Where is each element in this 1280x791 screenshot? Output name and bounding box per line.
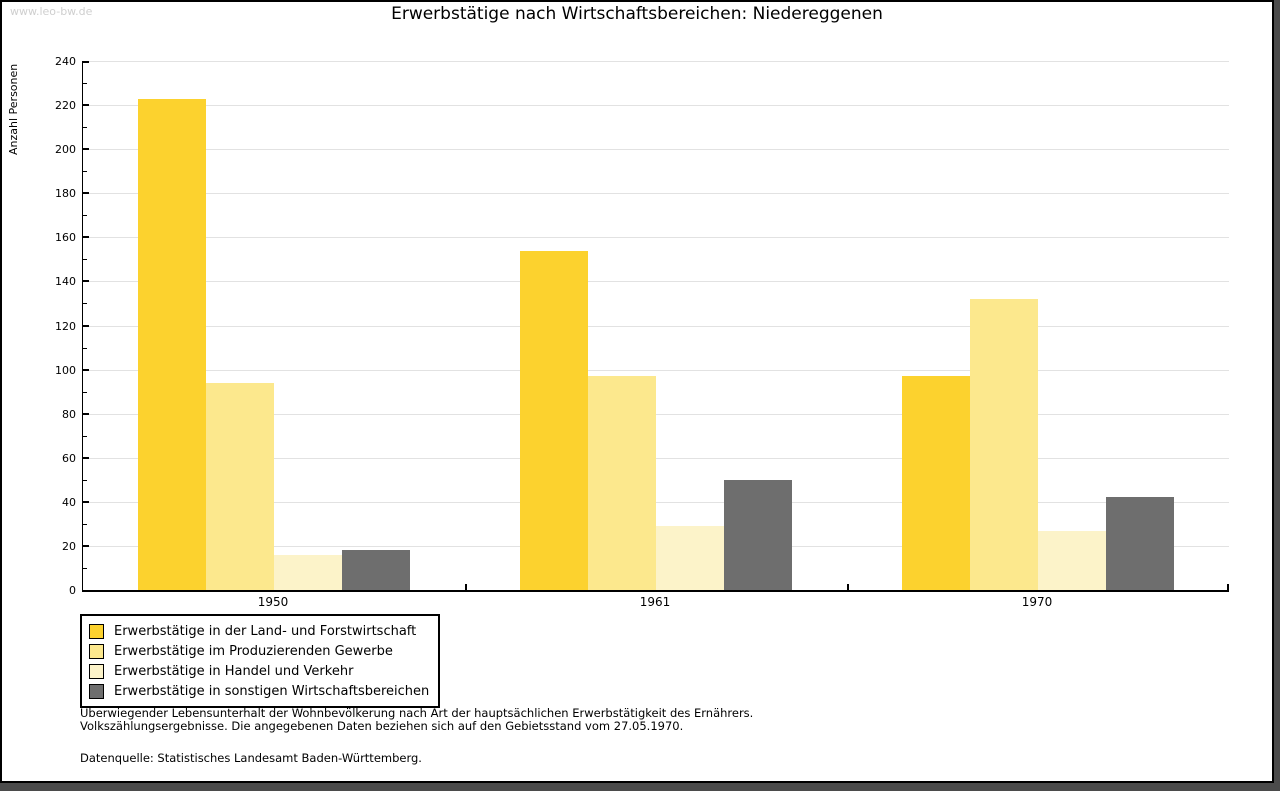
y-axis-major-tick — [83, 280, 89, 282]
bar-1950-series4 — [342, 550, 410, 590]
y-axis-title: Anzahl Personen — [7, 63, 20, 155]
y-axis-major-tick — [83, 369, 89, 371]
legend-item-3: Erwerbstätige in Handel und Verkehr — [89, 661, 429, 681]
x-tick-label: 1970 — [1021, 595, 1053, 609]
y-tick-label: 180 — [55, 187, 76, 201]
y-axis-major-tick — [83, 325, 89, 327]
y-axis-major-tick — [83, 192, 89, 194]
y-gridline — [83, 502, 1229, 503]
bar-1950-series2 — [206, 382, 274, 590]
y-gridline — [83, 149, 1229, 150]
y-axis-major-tick — [83, 61, 89, 63]
bar-1961-series4 — [724, 479, 792, 590]
y-axis-minor-tick — [83, 259, 87, 260]
y-gridline — [83, 237, 1229, 238]
footnote-line-1: Überwiegender Lebensunterhalt der Wohnbe… — [80, 706, 754, 720]
x-tick-label: 1961 — [639, 595, 671, 609]
data-source-note: Datenquelle: Statistisches Landesamt Bad… — [80, 751, 422, 765]
footnote: Überwiegender Lebensunterhalt der Wohnbe… — [80, 707, 753, 732]
y-axis-major-tick — [83, 104, 89, 106]
y-tick-label: 200 — [55, 143, 76, 157]
bar-1961-series1 — [520, 250, 588, 590]
legend-item-1: Erwerbstätige in der Land- und Forstwirt… — [89, 621, 429, 641]
legend-label-2: Erwerbstätige im Produzierenden Gewerbe — [114, 643, 393, 659]
legend-swatch-4 — [89, 683, 104, 699]
y-axis-major-tick — [83, 236, 89, 238]
y-gridline — [83, 193, 1229, 194]
y-tick-label: 40 — [62, 495, 76, 509]
y-gridline — [83, 326, 1229, 327]
legend-swatch-3 — [89, 663, 104, 679]
y-axis-minor-tick — [83, 480, 87, 481]
y-axis-minor-tick — [83, 171, 87, 172]
bar-1970-series3 — [1038, 530, 1106, 590]
bar-1970-series1 — [902, 376, 970, 590]
y-gridline — [83, 370, 1229, 371]
y-tick-label: 80 — [62, 407, 76, 421]
plot-area — [82, 61, 1229, 592]
legend-item-4: Erwerbstätige in sonstigen Wirtschaftsbe… — [89, 681, 429, 701]
y-axis-minor-tick — [83, 127, 87, 128]
y-tick-label: 60 — [62, 451, 76, 465]
bar-1961-series3 — [656, 526, 724, 590]
y-axis-major-tick — [83, 148, 89, 150]
y-gridline — [83, 61, 1229, 62]
bar-1950-series3 — [274, 554, 342, 590]
y-axis-major-tick — [83, 413, 89, 415]
bar-1961-series2 — [588, 376, 656, 590]
legend-label-1: Erwerbstätige in der Land- und Forstwirt… — [114, 623, 417, 639]
y-tick-label: 20 — [62, 539, 76, 553]
x-axis-boundary-tick — [465, 584, 467, 590]
bar-1970-series4 — [1106, 497, 1174, 590]
legend-item-2: Erwerbstätige im Produzierenden Gewerbe — [89, 641, 429, 661]
legend-swatch-1 — [89, 623, 104, 639]
x-axis-end-tick — [1227, 584, 1229, 590]
y-axis-minor-tick — [83, 215, 87, 216]
footnote-line-2: Volkszählungsergebnisse. Die angegebenen… — [80, 718, 684, 733]
chart-title: Erwerbstätige nach Wirtschaftsbereichen:… — [391, 4, 883, 24]
y-axis-minor-tick — [83, 392, 87, 393]
y-gridline — [83, 458, 1229, 459]
y-axis-minor-tick — [83, 524, 87, 525]
legend-label-3: Erwerbstätige in Handel und Verkehr — [114, 663, 354, 679]
y-tick-label: 220 — [55, 99, 76, 113]
x-axis-boundary-tick — [847, 584, 849, 590]
y-axis-minor-tick — [83, 303, 87, 304]
x-tick-label: 1950 — [257, 595, 289, 609]
y-tick-label: 100 — [55, 363, 76, 377]
y-gridline — [83, 414, 1229, 415]
bar-1970-series2 — [970, 299, 1038, 590]
y-tick-label: 160 — [55, 231, 76, 245]
watermark-text: www.leo-bw.de — [10, 5, 93, 18]
y-axis-minor-tick — [83, 348, 87, 349]
y-gridline — [83, 105, 1229, 106]
y-axis-minor-tick — [83, 83, 87, 84]
legend-label-4: Erwerbstätige in sonstigen Wirtschaftsbe… — [114, 683, 430, 699]
y-axis-major-tick — [83, 501, 89, 503]
y-tick-label: 240 — [55, 55, 76, 68]
y-tick-label: 0 — [69, 584, 76, 597]
y-tick-label: 120 — [55, 319, 76, 333]
bar-1950-series1 — [138, 98, 206, 590]
legend-box: Erwerbstätige in der Land- und Forstwirt… — [80, 614, 441, 708]
legend-swatch-2 — [89, 643, 104, 659]
y-tick-label: 140 — [55, 275, 76, 289]
y-axis-major-tick — [83, 457, 89, 459]
y-axis-major-tick — [83, 545, 89, 547]
y-axis-minor-tick — [83, 568, 87, 569]
y-axis-minor-tick — [83, 436, 87, 437]
y-gridline — [83, 281, 1229, 282]
